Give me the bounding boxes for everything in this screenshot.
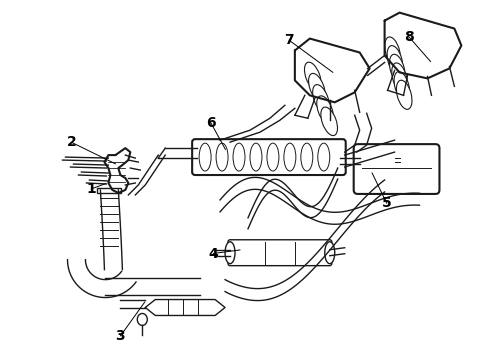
Ellipse shape <box>313 85 329 113</box>
FancyBboxPatch shape <box>228 240 332 266</box>
Text: 1: 1 <box>86 182 96 196</box>
Ellipse shape <box>394 72 410 101</box>
Ellipse shape <box>284 143 296 171</box>
Text: 2: 2 <box>67 135 76 149</box>
Text: 6: 6 <box>206 116 216 130</box>
Ellipse shape <box>199 143 211 171</box>
Text: 4: 4 <box>208 247 218 261</box>
Ellipse shape <box>267 143 279 171</box>
Ellipse shape <box>396 80 412 109</box>
Ellipse shape <box>309 73 325 102</box>
Ellipse shape <box>385 37 400 66</box>
Ellipse shape <box>318 143 330 171</box>
Text: 5: 5 <box>382 196 392 210</box>
Text: 7: 7 <box>284 33 294 47</box>
Text: 8: 8 <box>404 30 414 44</box>
Ellipse shape <box>301 143 313 171</box>
Ellipse shape <box>137 314 147 325</box>
Ellipse shape <box>325 242 335 264</box>
Ellipse shape <box>216 143 228 171</box>
Ellipse shape <box>387 46 403 75</box>
FancyBboxPatch shape <box>192 139 346 175</box>
Ellipse shape <box>233 143 245 171</box>
Ellipse shape <box>250 143 262 171</box>
Ellipse shape <box>304 62 321 91</box>
FancyBboxPatch shape <box>354 144 440 194</box>
Bar <box>98 188 122 193</box>
Ellipse shape <box>321 107 338 136</box>
Ellipse shape <box>225 242 235 264</box>
Ellipse shape <box>390 54 405 84</box>
Ellipse shape <box>317 96 333 124</box>
Text: 3: 3 <box>116 329 125 343</box>
Ellipse shape <box>392 63 407 92</box>
